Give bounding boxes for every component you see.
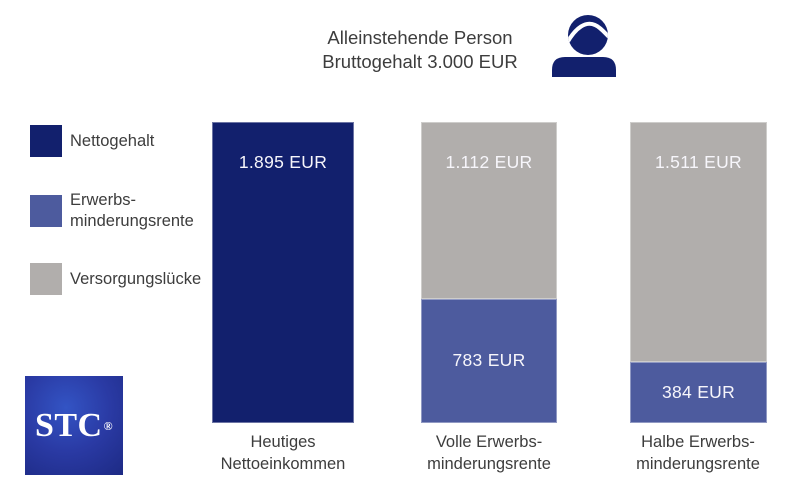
- category-label-volle-erwerbsminderungsrente: Volle Erwerbs- minderungsrente: [427, 433, 551, 473]
- legend-item-versorgungsluecke: Versorgungslücke: [30, 263, 201, 295]
- legend-swatch-versorgungsluecke: [30, 263, 62, 295]
- bar-segment-erwerbsminderungsrente: 783 EUR: [421, 298, 557, 423]
- legend-label-versorgungsluecke: Versorgungslücke: [70, 269, 202, 288]
- segment-value-label: 1.511 EUR: [654, 152, 742, 172]
- chart-title-line1: Alleinstehende Person: [327, 27, 513, 48]
- legend-item-nettogehalt: Nettogehalt: [30, 125, 154, 157]
- segment-value-label: 384 EUR: [661, 382, 736, 402]
- category-label-heutiges-nettoeinkommen: Heutiges Nettoeinkommen: [220, 433, 346, 473]
- chart-title-line2: Bruttogehalt 3.000 EUR: [322, 51, 518, 72]
- legend-label-erwerbsminderungsrente: Erwerbs- minderungsrente: [70, 191, 194, 230]
- chart-title: Alleinstehende Person Bruttogehalt 3.000…: [290, 26, 550, 74]
- segment-value-label: 783 EUR: [452, 350, 526, 371]
- segment-value-label: 1.895 EUR: [238, 152, 328, 172]
- legend-swatch-erwerbsminderungsrente: [30, 195, 62, 227]
- bar-segment-erwerbsminderungsrente: 384 EUR: [630, 362, 767, 423]
- person-icon: [552, 15, 616, 77]
- bar-volle-erwerbsminderungsrente: 1.112 EUR 783 EUR: [421, 122, 557, 423]
- legend-swatch-nettogehalt: [30, 125, 62, 157]
- stc-logo: STC ®: [25, 376, 123, 475]
- segment-value-label: 1.112 EUR: [445, 152, 533, 172]
- legend-label-nettogehalt: Nettogehalt: [70, 131, 155, 150]
- legend-item-erwerbsminderungsrente: Erwerbs- minderungsrente: [30, 191, 194, 230]
- bar-halbe-erwerbsminderungsrente: 1.511 EUR 384 EUR: [630, 122, 767, 423]
- category-label-halbe-erwerbsminderungsrente: Halbe Erwerbs- minderungsrente: [636, 433, 760, 473]
- bar-segment-versorgungsluecke: 1.511 EUR: [630, 122, 767, 362]
- stc-logo-text: STC: [34, 406, 103, 444]
- bar-heutiges-nettoeinkommen: 1.895 EUR: [212, 122, 354, 423]
- bar-segment-versorgungsluecke: 1.112 EUR: [421, 122, 557, 299]
- bar-segment-nettogehalt: 1.895 EUR: [212, 122, 354, 423]
